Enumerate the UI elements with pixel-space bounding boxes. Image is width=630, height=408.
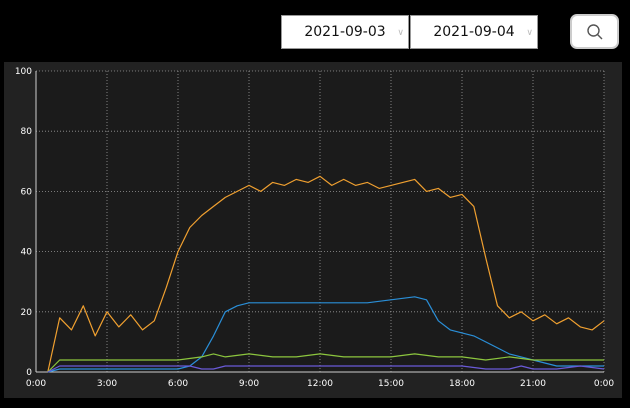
chart-panel: 0 20 40 60 80 100 0:00 3:00 6:00 9:00 12:00 15:00 18… <box>4 62 622 398</box>
x-tick-label: 9:00 <box>239 379 259 389</box>
chevron-down-icon: ∨ <box>526 28 533 38</box>
date-from-picker[interactable]: 2021-09-03 ∨ <box>281 15 409 49</box>
search-button[interactable] <box>570 14 619 49</box>
y-tick-label: 20 <box>21 308 33 318</box>
series-line-3 <box>47 353 604 373</box>
x-tick-label: 3:00 <box>97 379 117 389</box>
y-tick-label: 60 <box>21 187 33 197</box>
y-tick-label: 40 <box>21 248 33 258</box>
date-to-value: 2021-09-04 <box>433 24 515 40</box>
chevron-down-icon: ∨ <box>397 28 404 38</box>
x-tick-label: 0:00 <box>594 379 614 389</box>
y-tick-label: 100 <box>15 67 32 77</box>
series-line-1 <box>47 175 605 373</box>
x-tick-label: 18:00 <box>449 379 475 389</box>
date-to-picker[interactable]: 2021-09-04 ∨ <box>410 15 538 49</box>
series-line-2 <box>47 296 604 373</box>
search-icon <box>586 23 602 39</box>
x-tick-label: 6:00 <box>168 379 188 389</box>
series-line-4 <box>47 365 605 373</box>
x-tick-label: 21:00 <box>520 379 546 389</box>
y-tick-label: 0 <box>26 368 32 378</box>
x-tick-label: 12:00 <box>307 379 333 389</box>
date-from-value: 2021-09-03 <box>304 24 386 40</box>
toolbar: 2021-09-03 ∨ ~ 2021-09-04 ∨ <box>0 0 630 60</box>
y-tick-label: 80 <box>21 127 33 137</box>
x-tick-label: 15:00 <box>378 379 404 389</box>
line-chart: 0 20 40 60 80 100 0:00 3:00 6:00 9:00 12:00 15:00 18… <box>15 67 615 389</box>
x-tick-label: 0:00 <box>26 379 46 389</box>
